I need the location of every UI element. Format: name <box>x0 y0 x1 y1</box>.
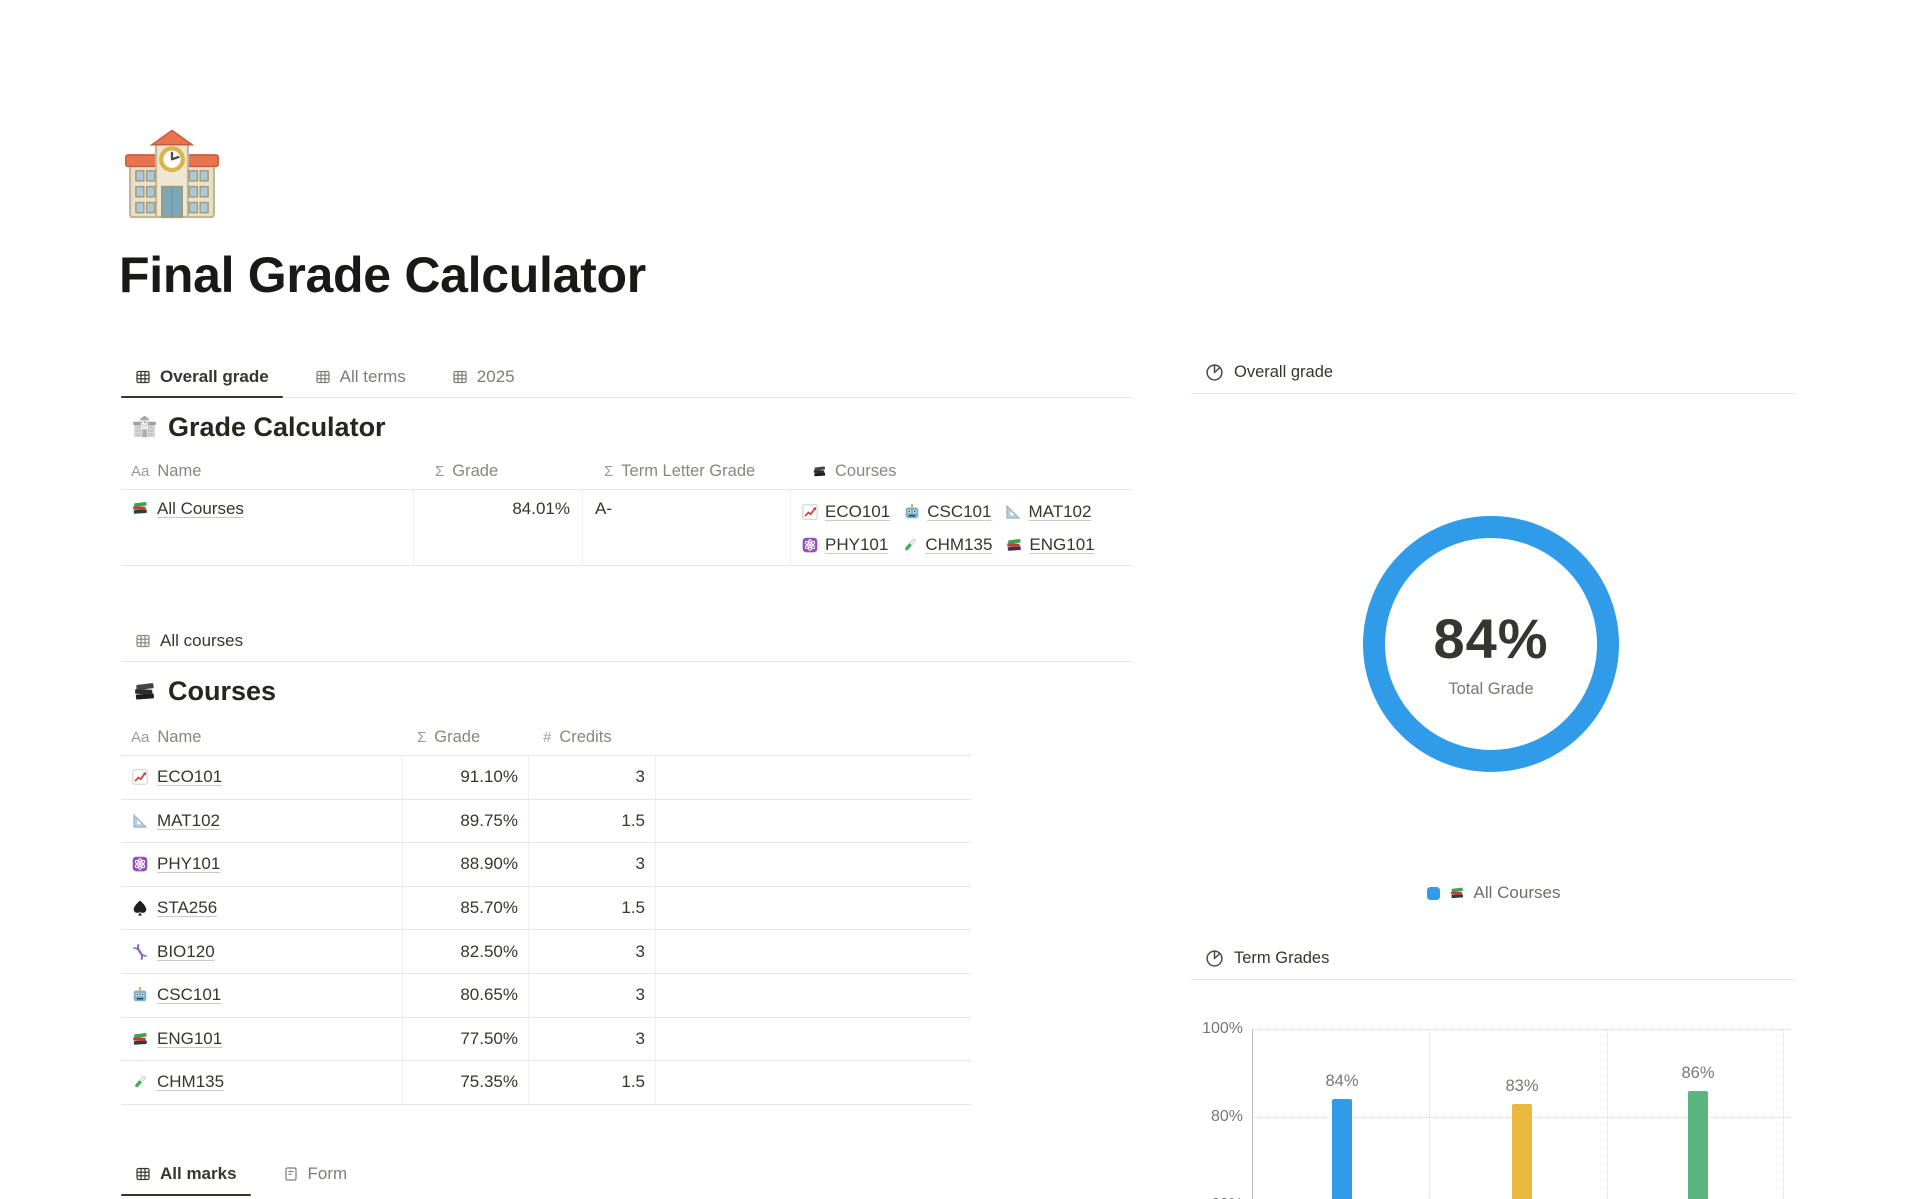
y-tick-label: 100% <box>1202 1020 1243 1037</box>
legend-label: All Courses <box>1473 883 1561 902</box>
legend-color-swatch <box>1426 886 1440 900</box>
tab-all-terms[interactable]: All terms <box>301 356 420 397</box>
donut-center-value: 84% <box>1433 607 1549 670</box>
courses-column-headers: Aa Name Σ Grade # Credits <box>121 719 971 755</box>
term-grades-chart-header[interactable]: Term Grades <box>1191 938 1796 980</box>
course-chip[interactable]: CSC101 <box>903 502 991 522</box>
table-row: MAT102 89.75% 1.5 <box>121 799 971 844</box>
grid-vline <box>1429 1029 1430 1199</box>
pie-chart-icon <box>1205 363 1224 382</box>
triangle-ruler-icon <box>131 812 149 830</box>
course-chip[interactable]: PHY101 <box>801 535 888 555</box>
y-tick-label: 60% <box>1191 1195 1243 1199</box>
column-header-grade[interactable]: Σ Grade <box>417 727 481 746</box>
course-chip[interactable]: MAT102 <box>1004 502 1091 522</box>
form-view-icon <box>283 1166 299 1182</box>
all-courses-cell[interactable]: All Courses <box>121 490 413 566</box>
table-view-icon <box>135 369 151 385</box>
page-title: Final Grade Calculator <box>119 247 646 303</box>
books-icon <box>812 464 827 479</box>
donut-legend[interactable]: All Courses <box>1191 880 1796 906</box>
term-grade-bar[interactable] <box>1688 1090 1708 1199</box>
grid-vline <box>1607 1029 1608 1199</box>
table-row: ECO101 91.10% 3 <box>121 756 971 800</box>
atom-icon <box>131 855 149 873</box>
dna-icon <box>131 943 149 961</box>
marks-view-tabs: All marks Form <box>121 1152 1132 1196</box>
column-header-credits[interactable]: # Credits <box>543 727 612 746</box>
term-grades-bar-chart: 100% 80% 60% 84% 83% 86% <box>1191 980 1796 1199</box>
courses-relation-cell[interactable]: ECO101 CSC101 MAT102 PHY101 CH <box>790 490 1132 566</box>
grade-calculator-column-headers: Aa Name Σ Grade Σ Term Letter Grade Cour… <box>121 453 1132 489</box>
chart-increasing-icon <box>801 503 819 521</box>
school-icon <box>132 415 157 440</box>
table-view-icon <box>452 369 468 385</box>
table-view-icon <box>135 1166 151 1182</box>
courses-table: ECO101 91.10% 3 MAT102 89.75% 1.5 PHY101… <box>121 755 971 1105</box>
view-tabs: Overall grade All terms 2025 <box>121 356 1132 398</box>
course-chip[interactable]: CHM135 <box>901 535 992 555</box>
spade-icon <box>131 899 149 917</box>
grid-vline <box>1783 1029 1784 1199</box>
atom-icon <box>801 536 819 554</box>
gridline-100 <box>1252 1029 1790 1030</box>
total-grade-donut-chart <box>1363 516 1619 772</box>
column-header-courses[interactable]: Courses <box>790 453 1132 489</box>
table-row: CSC101 80.65% 3 <box>121 973 971 1018</box>
robot-icon <box>131 986 149 1004</box>
test-tube-icon <box>131 1073 149 1091</box>
table-view-icon <box>315 369 331 385</box>
books-icon <box>131 1030 149 1048</box>
table-row: CHM135 75.35% 1.5 <box>121 1061 971 1105</box>
all-courses-link[interactable]: All Courses <box>157 499 244 518</box>
tab-overall-grade[interactable]: Overall grade <box>121 356 283 398</box>
grade-calculator-heading: Grade Calculator <box>132 412 386 443</box>
term-grade-bar[interactable] <box>1512 1103 1532 1199</box>
term-grade-bar[interactable] <box>1332 1099 1352 1199</box>
donut-center-label: Total Grade <box>1448 680 1534 698</box>
course-chip[interactable]: ENG101 <box>1005 535 1095 555</box>
books-icon <box>131 499 149 517</box>
y-tick-label: 80% <box>1210 1108 1243 1125</box>
column-header-name[interactable]: Aa Name <box>131 461 202 480</box>
course-chip[interactable]: ECO101 <box>801 502 890 522</box>
bar-value-label: 83% <box>1505 1076 1539 1095</box>
overall-grade-chart-header[interactable]: Overall grade <box>1191 352 1796 394</box>
pie-chart-icon <box>1205 949 1224 968</box>
table-row: STA256 85.70% 1.5 <box>121 886 971 931</box>
table-row: All Courses 84.01% A- ECO101 CSC101 MAT1… <box>121 489 1132 566</box>
column-header-term-letter-grade[interactable]: Σ Term Letter Grade <box>604 461 756 480</box>
triangle-ruler-icon <box>1004 503 1022 521</box>
tab-form[interactable]: Form <box>269 1152 362 1195</box>
table-row: ENG101 77.50% 3 <box>121 1017 971 1062</box>
books-icon <box>132 679 157 704</box>
column-header-name[interactable]: Aa Name <box>131 727 202 746</box>
table-row: BIO120 82.50% 3 <box>121 930 971 974</box>
tab-all-marks[interactable]: All marks <box>121 1152 251 1196</box>
table-view-icon <box>135 633 151 649</box>
table-row: PHY101 88.90% 3 <box>121 843 971 887</box>
bar-value-label: 86% <box>1681 1063 1715 1082</box>
books-icon <box>1449 885 1465 901</box>
tab-all-courses[interactable]: All courses <box>121 620 257 661</box>
courses-heading: Courses <box>132 676 276 707</box>
courses-view-tabs: All courses <box>121 620 1132 662</box>
tab-2025[interactable]: 2025 <box>438 356 529 397</box>
bar-value-label: 84% <box>1325 1072 1359 1091</box>
school-page-icon[interactable] <box>120 126 224 230</box>
test-tube-icon <box>901 536 919 554</box>
term-letter-grade-cell[interactable]: A- <box>582 490 790 566</box>
books-icon <box>1005 536 1023 554</box>
robot-icon <box>903 503 921 521</box>
column-header-grade[interactable]: Σ Grade <box>435 461 499 480</box>
chart-increasing-icon <box>131 768 149 786</box>
y-axis-line <box>1252 1029 1253 1199</box>
grade-cell[interactable]: 84.01% <box>413 490 582 566</box>
